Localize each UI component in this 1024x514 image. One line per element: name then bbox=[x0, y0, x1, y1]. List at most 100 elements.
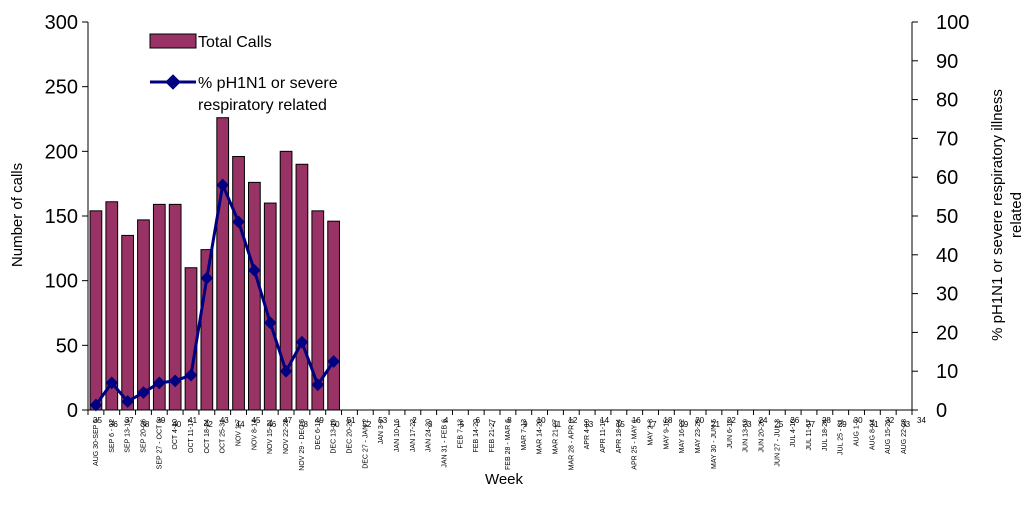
week-number-25: 7 bbox=[491, 420, 496, 429]
x-category-label-50: AUG 15-21 bbox=[885, 419, 892, 454]
y2-tick-label-40: 40 bbox=[936, 245, 958, 267]
y-tick-label-50: 50 bbox=[56, 335, 78, 357]
x-category-label-20: JAN 17-23 bbox=[410, 419, 417, 452]
x-category-label-8: OCT 25-31 bbox=[220, 419, 227, 454]
week-number-21: 3 bbox=[428, 420, 433, 429]
week-number-12: 47 bbox=[283, 416, 292, 425]
x-category-label-17: DEC 27 - JAN 2 bbox=[362, 419, 369, 469]
week-number-19: 1 bbox=[396, 420, 401, 429]
week-number-40: 22 bbox=[727, 416, 736, 425]
week-number-26: 8 bbox=[507, 416, 512, 425]
percent-point-9 bbox=[232, 215, 245, 229]
x-category-label-0: AUG 30-SEP 5 bbox=[93, 419, 100, 466]
x-category-label-26: FEB 28 - MAR 6 bbox=[505, 419, 512, 470]
y2-axis-title-line1: % pH1N1 or severe respiratory illness bbox=[989, 89, 1006, 341]
percent-point-8 bbox=[216, 178, 230, 192]
x-category-label-36: MAY 9-15 bbox=[663, 419, 670, 450]
x-category-label-47: JUL 25 - 31 bbox=[838, 419, 845, 455]
week-number-11: 46 bbox=[267, 420, 276, 429]
legend: Total Calls % pH1N1 or severe respirator… bbox=[149, 33, 338, 114]
x-category-label-49: AUG 8-14 bbox=[869, 419, 876, 450]
x-category-label-14: DEC 6-12 bbox=[315, 419, 322, 450]
bar-13 bbox=[295, 163, 309, 411]
x-category-label-4: SEP 27 - OCT 3 bbox=[156, 419, 163, 469]
legend-marker-percent bbox=[165, 74, 181, 90]
bar-10 bbox=[248, 181, 261, 411]
week-number-48: 30 bbox=[854, 416, 863, 425]
percent-series-line bbox=[94, 183, 335, 406]
week-number-41: 23 bbox=[743, 420, 752, 429]
week-number-49: 31 bbox=[870, 420, 879, 429]
x-category-label-33: APR 18-24 bbox=[616, 419, 623, 453]
bar-15 bbox=[327, 220, 340, 411]
bar-0 bbox=[89, 210, 103, 411]
percent-point-3 bbox=[137, 386, 150, 399]
week-number-16: 51 bbox=[347, 416, 356, 425]
y2-axis-title-line2: related bbox=[1008, 192, 1024, 238]
bars-layer bbox=[89, 117, 340, 411]
percent-point-4 bbox=[152, 376, 166, 390]
week-number-33: 15 bbox=[616, 420, 625, 429]
week-number-13: 48 bbox=[299, 420, 308, 429]
week-number-2: 37 bbox=[125, 416, 134, 425]
x-category-label-29: MAR 21-27 bbox=[552, 419, 559, 455]
bar-3 bbox=[137, 219, 150, 411]
y-axis-title: Number of calls bbox=[9, 163, 26, 267]
percent-point-7 bbox=[200, 271, 214, 285]
x-category-label-43: JUN 27 - JUL 3 bbox=[774, 419, 781, 467]
week-number-4: 39 bbox=[156, 416, 165, 425]
x-category-label-48: AUG 1-7 bbox=[854, 419, 861, 446]
legend-label-percent-line1: % pH1N1 or severe bbox=[198, 75, 338, 92]
week-number-46: 28 bbox=[822, 416, 831, 425]
labels-layer: AUG 30-SEP 5 SEP 6 - 12 SEP 13-19 SEP 20-26… bbox=[93, 416, 927, 471]
x-category-label-12: NOV 22-28 bbox=[283, 419, 290, 454]
percent-point-2 bbox=[121, 395, 134, 408]
x-category-label-40: JUN 6-12 bbox=[727, 419, 734, 449]
y2-tick-label-70: 70 bbox=[936, 128, 958, 150]
x-category-label-15: DEC 13-19 bbox=[331, 419, 338, 454]
y2-tick-label-90: 90 bbox=[936, 51, 958, 73]
x-category-label-19: JAN 10-16 bbox=[394, 419, 401, 452]
x-category-label-38: MAY 23-29 bbox=[695, 419, 702, 453]
x-category-label-13: NOV 29 - DEC 5 bbox=[299, 419, 306, 471]
week-number-36: 18 bbox=[664, 416, 673, 425]
x-category-label-21: JAN 24-30 bbox=[426, 419, 433, 452]
y-tick-label-200: 200 bbox=[45, 141, 78, 163]
x-category-label-10: NOV 8-14 bbox=[251, 419, 258, 450]
week-number-35: 17 bbox=[648, 420, 657, 429]
x-category-label-27: MAR 7-13 bbox=[521, 419, 528, 451]
x-category-label-9: NOV 1-7 bbox=[236, 419, 243, 446]
week-number-1: 36 bbox=[109, 420, 118, 429]
week-number-51: 33 bbox=[901, 420, 910, 429]
week-number-52: 34 bbox=[917, 416, 926, 425]
x-category-label-45: JUL 11-17 bbox=[806, 419, 813, 451]
week-number-8: 43 bbox=[220, 416, 229, 425]
percent-point-14 bbox=[311, 378, 325, 392]
y2-tick-label-10: 10 bbox=[936, 361, 958, 383]
percent-point-10 bbox=[248, 263, 261, 277]
week-number-14: 49 bbox=[315, 416, 324, 425]
y-tick-label-150: 150 bbox=[45, 206, 78, 228]
x-category-label-2: SEP 13-19 bbox=[125, 419, 132, 453]
percent-point-5 bbox=[168, 374, 182, 388]
x-category-label-22: JAN 31 - FEB 6 bbox=[442, 419, 449, 468]
week-number-42: 24 bbox=[759, 416, 768, 425]
week-number-47: 29 bbox=[838, 420, 847, 429]
week-number-39: 21 bbox=[711, 420, 720, 429]
x-category-label-28: MAR 14-20 bbox=[537, 419, 544, 455]
x-category-label-35: MAY 2-8 bbox=[648, 419, 655, 446]
x-category-label-39: MAY 30 - JUN 5 bbox=[711, 419, 718, 469]
week-number-5: 40 bbox=[172, 420, 181, 429]
x-category-label-42: JUN 20-26 bbox=[758, 419, 765, 453]
y-tick-label-0: 0 bbox=[67, 400, 78, 422]
percent-point-11 bbox=[263, 316, 277, 330]
bar-9 bbox=[232, 156, 245, 411]
percent-point-0 bbox=[89, 398, 103, 412]
y2-tick-label-100: 100 bbox=[936, 12, 969, 34]
x-category-label-25: FEB 21-27 bbox=[489, 419, 496, 453]
x-category-label-46: JUL 18-24 bbox=[822, 419, 829, 451]
percent-point-15 bbox=[327, 355, 340, 368]
legend-label-total-calls: Total Calls bbox=[198, 34, 272, 51]
x-category-label-44: JUL 4-10 bbox=[790, 419, 797, 447]
week-number-24: 6 bbox=[476, 416, 481, 425]
